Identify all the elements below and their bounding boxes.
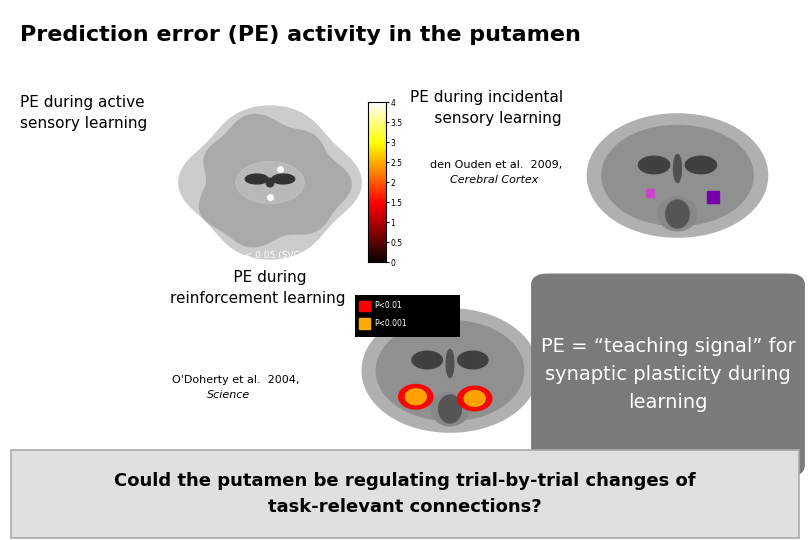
Polygon shape xyxy=(266,178,274,187)
Polygon shape xyxy=(674,154,681,183)
Polygon shape xyxy=(377,321,523,421)
Polygon shape xyxy=(272,174,295,184)
Polygon shape xyxy=(405,389,426,404)
Polygon shape xyxy=(179,106,361,259)
Polygon shape xyxy=(399,384,433,409)
Polygon shape xyxy=(359,300,370,311)
Polygon shape xyxy=(458,386,492,411)
Polygon shape xyxy=(458,351,488,369)
Polygon shape xyxy=(359,318,370,328)
Text: Could the putamen be regulating trial-by-trial changes of
task-relevant connecti: Could the putamen be regulating trial-by… xyxy=(114,472,696,516)
Polygon shape xyxy=(446,349,454,377)
Polygon shape xyxy=(362,309,538,432)
Text: Science: Science xyxy=(207,390,250,400)
Polygon shape xyxy=(602,125,753,226)
Text: PE during
reinforcement learning: PE during reinforcement learning xyxy=(170,270,346,306)
Polygon shape xyxy=(464,390,485,407)
Polygon shape xyxy=(199,114,351,247)
FancyBboxPatch shape xyxy=(355,295,459,338)
Text: PE = “teaching signal” for
synaptic plasticity during
learning: PE = “teaching signal” for synaptic plas… xyxy=(540,338,795,413)
Polygon shape xyxy=(245,174,268,184)
Text: P<0.01: P<0.01 xyxy=(374,301,402,310)
Text: PE during incidental
     sensory learning: PE during incidental sensory learning xyxy=(410,90,563,126)
Polygon shape xyxy=(685,156,717,174)
Polygon shape xyxy=(658,197,697,231)
Text: y=+8: y=+8 xyxy=(511,449,533,458)
Text: Prediction error (PE) activity in the putamen: Prediction error (PE) activity in the pu… xyxy=(20,25,581,45)
Polygon shape xyxy=(438,395,462,423)
Polygon shape xyxy=(666,200,689,228)
Text: Cerebral Cortex: Cerebral Cortex xyxy=(450,175,539,185)
Polygon shape xyxy=(587,114,768,237)
Polygon shape xyxy=(236,161,305,204)
Polygon shape xyxy=(638,156,670,174)
Polygon shape xyxy=(431,392,469,426)
Text: den Ouden et al.  2009,: den Ouden et al. 2009, xyxy=(430,160,562,170)
Text: O'Doherty et al.  2004,: O'Doherty et al. 2004, xyxy=(172,375,300,385)
Text: R: R xyxy=(523,298,532,308)
Text: PE during active
sensory learning: PE during active sensory learning xyxy=(20,95,147,131)
Polygon shape xyxy=(412,351,442,369)
Text: p < 0.05 (SVC): p < 0.05 (SVC) xyxy=(237,251,304,260)
Text: P<0.001: P<0.001 xyxy=(374,319,407,328)
